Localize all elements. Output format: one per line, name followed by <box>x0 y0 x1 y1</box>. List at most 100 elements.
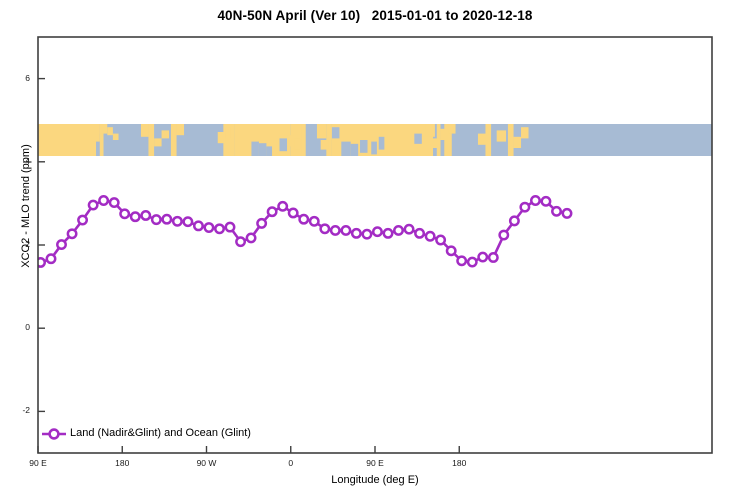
x-tick-label: 90 E <box>366 458 384 468</box>
coast-patch <box>287 135 295 147</box>
data-point <box>551 205 562 217</box>
land-patch <box>485 124 492 156</box>
data-point <box>519 201 531 213</box>
coast-patch <box>140 124 149 137</box>
coast-patch <box>440 128 449 140</box>
y-tick-label: 2 <box>25 239 30 249</box>
data-point <box>214 223 225 235</box>
data-point <box>435 234 447 246</box>
land-patch <box>326 124 332 156</box>
coast-patch <box>92 124 100 142</box>
data-point <box>561 207 573 219</box>
land-patch <box>301 124 306 156</box>
x-tick-label: 90 E <box>29 458 47 468</box>
coast-patch <box>521 127 529 139</box>
data-point <box>403 223 415 235</box>
data-point <box>414 227 426 239</box>
sea-patch <box>414 133 422 144</box>
y-axis-ticks <box>38 77 45 413</box>
chart-title: 40N-50N April (Ver 10) 2015-01-01 to 202… <box>217 8 533 23</box>
coast-patch <box>320 140 329 150</box>
y-axis-title: XCO2 - MLO trend (ppm) <box>20 144 32 268</box>
land-patch <box>223 124 235 156</box>
sea-patch <box>378 136 385 150</box>
land-patch <box>148 124 155 156</box>
data-point <box>487 252 499 263</box>
data-point <box>424 230 436 242</box>
data-point <box>235 236 247 248</box>
data-point <box>140 210 152 221</box>
data-point <box>150 214 162 226</box>
y-tick-label: 4 <box>25 155 30 166</box>
sea-patch <box>341 141 351 156</box>
x-tick-label: 180 <box>115 458 130 468</box>
x-tick-label: 90 W <box>196 458 217 468</box>
data-point <box>56 239 67 251</box>
data-point <box>161 213 173 225</box>
land-patch <box>170 124 177 156</box>
data-point <box>508 215 520 227</box>
data-point <box>382 227 394 239</box>
data-point <box>182 216 194 228</box>
data-point <box>66 228 78 240</box>
data-point <box>477 251 489 263</box>
coast-patch <box>448 124 456 134</box>
plot-background <box>38 37 712 453</box>
series-markers <box>38 195 573 268</box>
sea-patch <box>266 146 273 156</box>
coast-patch <box>431 138 441 148</box>
y-tick-label: -2 <box>22 405 30 416</box>
data-point <box>77 214 89 226</box>
sea-patch <box>331 127 340 139</box>
coast-patch <box>496 130 507 142</box>
land-patches <box>38 124 529 156</box>
data-point <box>119 208 131 220</box>
sea-patch <box>251 141 259 156</box>
legend-marker <box>42 428 66 440</box>
coast-patch <box>217 132 226 144</box>
data-point <box>45 253 57 265</box>
coast-patch <box>154 138 162 147</box>
data-point <box>38 257 46 268</box>
coast-patch <box>225 127 231 139</box>
x-tick-label: 0 <box>288 458 294 468</box>
data-point <box>298 213 310 225</box>
data-point <box>256 217 268 229</box>
coast-patch <box>161 130 170 139</box>
coast-patch <box>294 138 301 150</box>
data-point <box>193 220 204 232</box>
data-point <box>350 227 362 239</box>
land-patch <box>38 124 97 156</box>
coast-patch <box>477 133 488 145</box>
data-point <box>319 223 331 235</box>
data-point <box>224 221 236 233</box>
sea-patch <box>371 141 377 155</box>
data-point <box>361 228 373 240</box>
data-point <box>456 255 468 267</box>
x-axis-ticks <box>37 446 460 453</box>
data-point <box>329 224 341 236</box>
data-point <box>171 215 183 227</box>
data-point <box>540 195 552 207</box>
coast-patch <box>316 124 327 139</box>
data-point <box>466 256 478 268</box>
y-tick-label: 6 <box>25 72 30 83</box>
land-ocean-band <box>38 124 712 156</box>
data-point <box>277 200 289 212</box>
y-tick-label: 0 <box>25 322 30 333</box>
data-point <box>308 215 320 227</box>
sea-patch <box>360 140 368 153</box>
data-point <box>108 197 120 209</box>
coast-patch <box>176 124 185 136</box>
coast-patch <box>425 124 435 137</box>
sea-patch <box>279 138 288 152</box>
sea-patch <box>350 143 359 156</box>
x-axis-title: Longitude (deg E) <box>331 474 419 486</box>
data-point <box>266 206 278 218</box>
land-patch <box>99 124 104 156</box>
sea-patch <box>258 143 267 156</box>
coast-patch <box>112 133 119 140</box>
data-point <box>129 211 141 223</box>
coast-patch <box>513 136 522 148</box>
